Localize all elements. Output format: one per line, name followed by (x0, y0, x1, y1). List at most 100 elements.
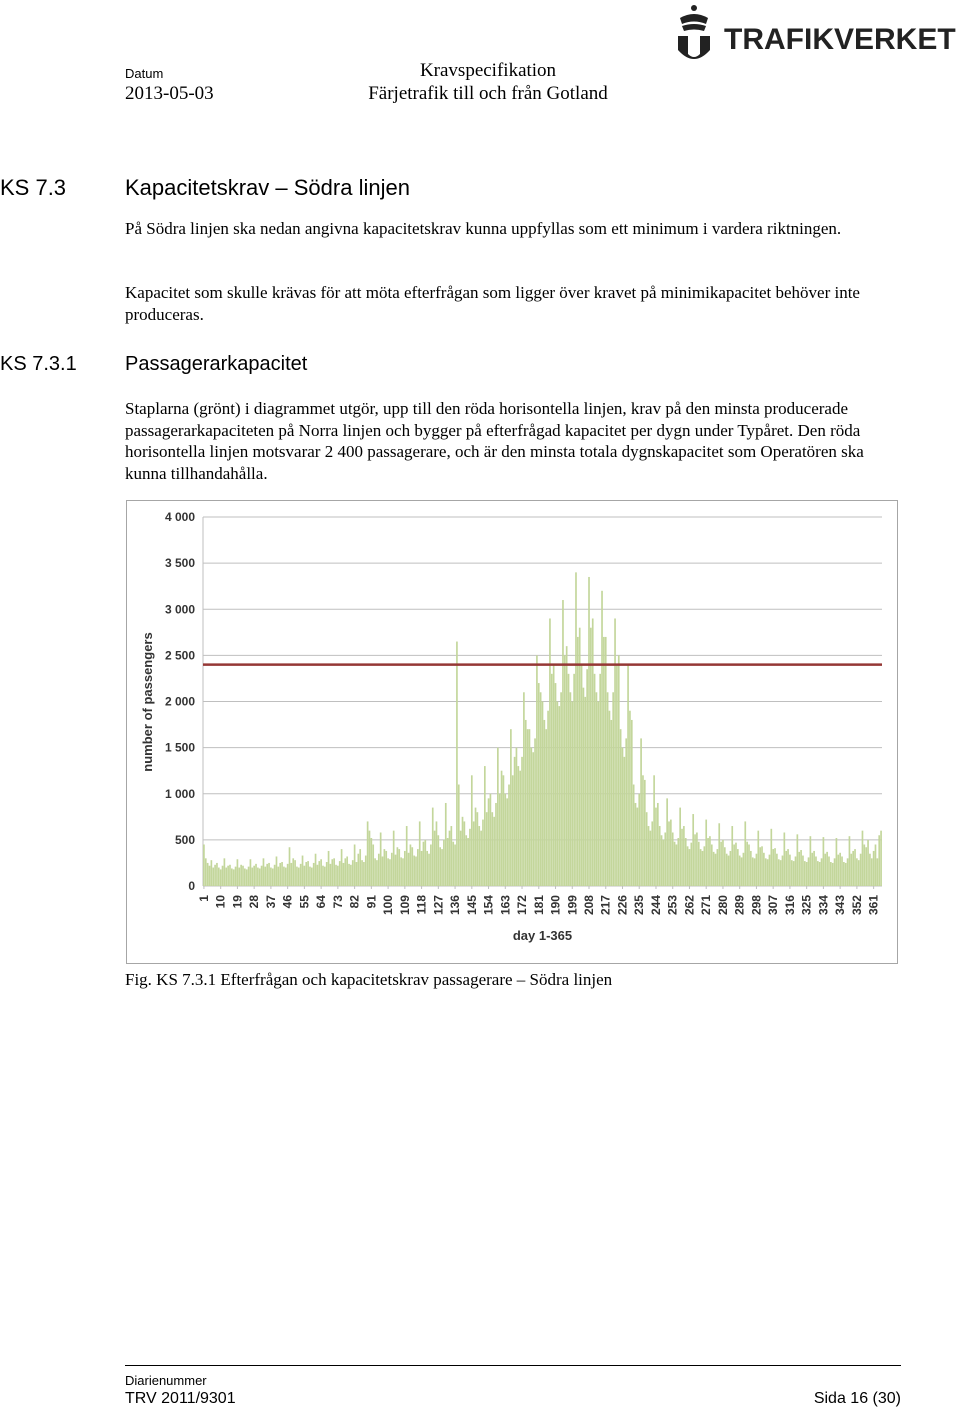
bar (655, 807, 657, 886)
bar (630, 719, 633, 886)
bar (448, 830, 451, 886)
bar (632, 784, 635, 886)
bar (731, 826, 734, 886)
bar (340, 849, 343, 886)
bar (634, 802, 637, 886)
paragraph: På Södra linjen ska nedan angivna kapaci… (125, 219, 842, 238)
footer-number: TRV 2011/9301 (125, 1390, 236, 1407)
bar (493, 816, 495, 886)
bar (415, 856, 417, 886)
bar (738, 855, 741, 886)
bar (643, 779, 646, 886)
bar (333, 858, 335, 886)
bar (608, 710, 611, 886)
bar (835, 838, 838, 886)
x-tick-label: 37 (264, 895, 278, 909)
bar (710, 844, 713, 886)
bar (844, 862, 847, 886)
bar (309, 866, 311, 886)
bar (474, 807, 477, 886)
doc-title: Kravspecifikation (419, 60, 557, 81)
bar (296, 866, 298, 886)
x-tick-label: 82 (348, 895, 362, 909)
bar (335, 864, 337, 886)
bar (675, 844, 678, 886)
bar (536, 655, 538, 886)
bar (811, 852, 814, 886)
bar (571, 701, 574, 886)
bar (688, 849, 691, 886)
bar (649, 830, 652, 886)
x-tick-label: 262 (682, 895, 696, 915)
bar (727, 855, 730, 886)
bar (467, 838, 469, 886)
bar (247, 866, 250, 886)
bar (776, 853, 778, 886)
bar (350, 864, 352, 886)
bar (225, 867, 228, 886)
bar (523, 692, 525, 886)
bar (697, 841, 700, 886)
bar (684, 838, 687, 886)
bar (867, 839, 869, 886)
bar (368, 830, 371, 886)
bar (530, 747, 533, 886)
bar (645, 812, 648, 886)
bar (521, 756, 523, 886)
doc-subtitle: Färjetrafik till och från Gotland (368, 83, 608, 104)
x-tick-label: 307 (766, 895, 780, 915)
bar (325, 862, 328, 886)
bar (683, 826, 685, 886)
bar (266, 863, 269, 886)
bar (565, 646, 568, 886)
bar (212, 867, 215, 886)
bar (558, 706, 561, 886)
bar (273, 864, 276, 886)
x-tick-label: 181 (532, 895, 546, 915)
footer-rule (125, 1365, 901, 1366)
bar (781, 855, 784, 886)
bar (407, 852, 410, 886)
bar (229, 864, 231, 886)
bar (314, 853, 317, 886)
x-tick-label: 235 (632, 895, 646, 915)
bar (740, 857, 743, 886)
bar (459, 830, 462, 886)
bar (513, 756, 516, 886)
logo: TRAFIKVERKET (678, 5, 956, 59)
bar (733, 844, 735, 886)
bar (712, 851, 715, 886)
bar (550, 673, 553, 886)
bar (255, 863, 257, 886)
bar (742, 852, 745, 886)
bar (714, 853, 717, 886)
x-tick-label: 316 (783, 895, 797, 915)
bar (385, 850, 388, 886)
bar (751, 857, 754, 886)
bar (338, 861, 341, 886)
bar (677, 838, 680, 886)
bar (668, 821, 670, 886)
bar (656, 802, 659, 886)
bar (456, 641, 458, 886)
bar (642, 775, 644, 886)
x-tick-label: 325 (800, 895, 814, 915)
bar (446, 838, 449, 886)
x-tick-label: 217 (599, 895, 613, 915)
bar (805, 862, 808, 886)
bar (413, 855, 415, 886)
bar (389, 859, 391, 886)
chart-frame (126, 500, 898, 964)
bar (870, 858, 873, 886)
bar (320, 859, 322, 886)
y-tick-label: 4 000 (165, 510, 195, 524)
bar (580, 664, 583, 886)
x-tick-label: 55 (297, 895, 311, 909)
bar (515, 747, 518, 886)
x-tick-label: 1 (197, 895, 211, 902)
bar (495, 802, 497, 886)
bar (679, 807, 681, 886)
bar (361, 860, 363, 886)
bar (567, 673, 570, 886)
bar (792, 861, 795, 886)
